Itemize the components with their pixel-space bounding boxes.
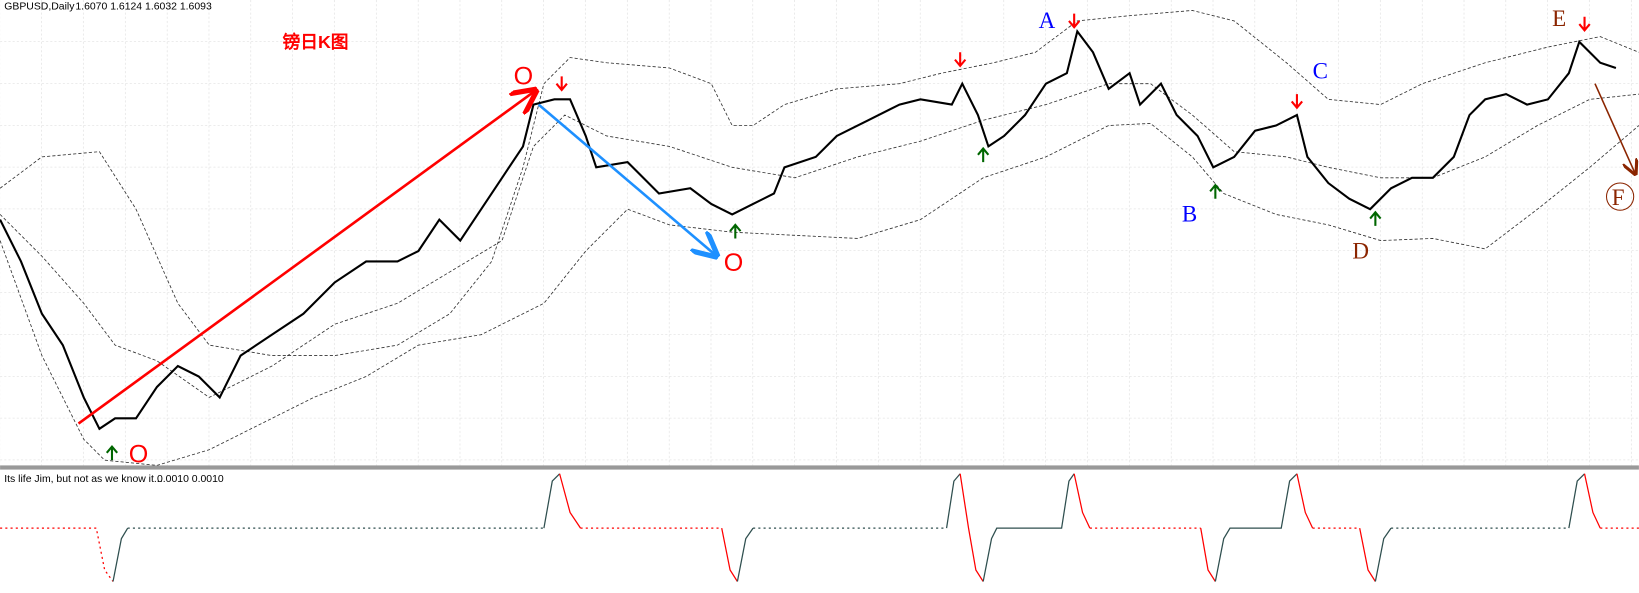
indicator-values: 0.0010 0.0010 — [157, 474, 224, 485]
annotation: O — [514, 63, 534, 91]
trend-arrow — [537, 103, 715, 255]
annotation: O — [129, 440, 149, 468]
symbol: GBPUSD,Daily — [4, 1, 75, 12]
annotation: F — [1612, 185, 1625, 210]
circle — [1605, 182, 1635, 211]
trend-arrow — [77, 92, 534, 425]
bollinger-bands — [0, 10, 1639, 466]
annotation: 镑日K图 — [282, 31, 348, 52]
grid — [0, 0, 1639, 466]
annotation: B — [1182, 202, 1197, 227]
annotation: O — [724, 249, 744, 277]
annotation: A — [1039, 8, 1056, 33]
price — [0, 28, 1617, 431]
panel-separator — [0, 465, 1639, 470]
indicator — [0, 473, 1639, 582]
signal-arrows — [105, 13, 1591, 461]
annotation: E — [1552, 6, 1566, 31]
quote: 1.6070 1.6124 1.6032 1.6093 — [75, 1, 212, 12]
indicator-label: Its life Jim, but not as we know it... — [4, 474, 162, 485]
annotation: C — [1313, 58, 1328, 83]
annotation: D — [1352, 238, 1369, 263]
trend-arrow — [1594, 83, 1635, 173]
